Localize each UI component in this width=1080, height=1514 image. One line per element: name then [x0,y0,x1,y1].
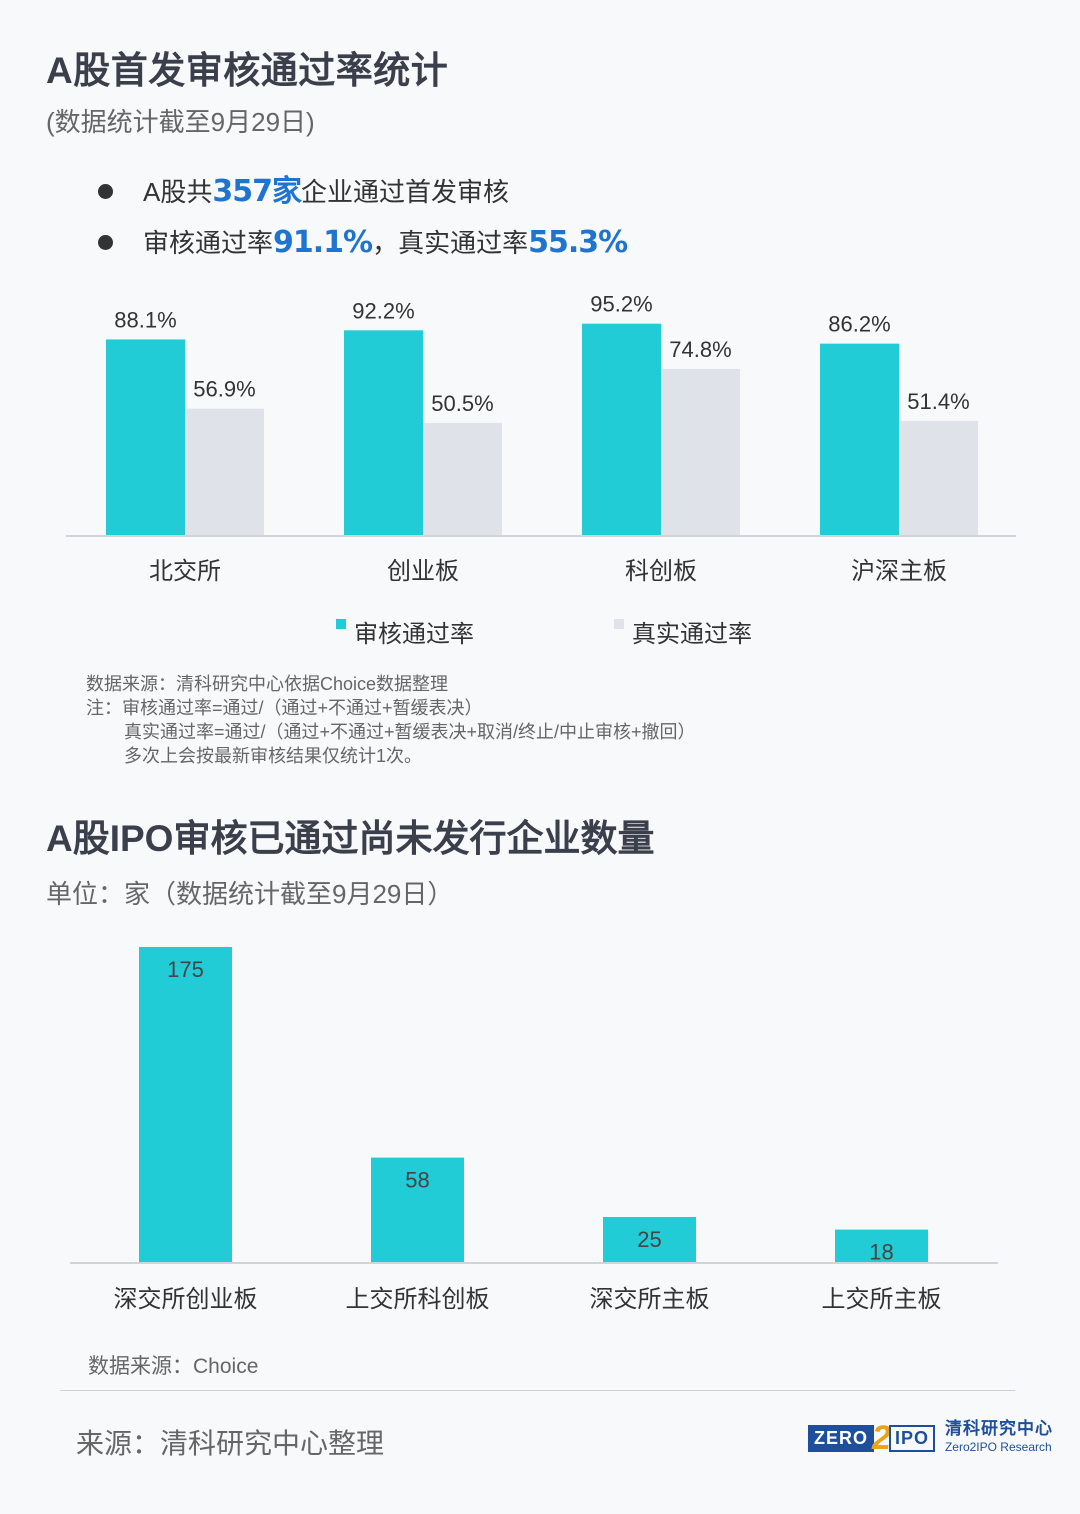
legend-label: 审核通过率 [354,621,474,648]
section1-subtitle: (数据统计截至9月29日) [46,107,315,137]
bullet-dot-icon [98,235,113,250]
bar-value-label: 51.4% [907,389,969,414]
category-tick-label: 科创板 [625,558,697,585]
category-tick-label: 沪深主板 [851,558,947,585]
bar-value-label: 74.8% [669,337,731,362]
note-line: 多次上会按最新审核结果仅统计1次。 [124,746,423,766]
note-line: 数据来源：清科研究中心依据Choice数据整理 [86,674,449,694]
bar-real-rate [899,420,978,535]
footer-source: 来源：清科研究中心整理 [76,1428,385,1459]
category-tick-label: 上交所科创板 [346,1286,490,1313]
logo-text: 清科研究中心 Zero2IPO Research [945,1420,1053,1456]
bullet-pass-rates: 审核通过率 91.1% ，真实通过率 55.3% [98,223,628,260]
logo-mark: ZERO 2 IPO [808,1419,935,1457]
bar-audit-rate [820,343,899,535]
bar-value-label: 175 [167,957,204,982]
bar-value-label: 50.5% [431,391,493,416]
bar-unissued-count [835,1229,928,1262]
bar-value-label: 18 [869,1240,893,1265]
section2-subtitle: 单位：家（数据统计截至9月29日） [46,879,454,909]
bar-value-label: 92.2% [352,298,414,323]
category-tick-label: 上交所主板 [822,1286,942,1313]
zero2ipo-logo: ZERO 2 IPO 清科研究中心 Zero2IPO Research [808,1420,1053,1456]
category-tick-label: 深交所主板 [590,1286,710,1313]
legend-item-real-rate: 真实通过率 [614,614,752,649]
unissued-count-chart: 175 深交所创业板 58 上交所科创板 25 深交所主板 18 上交所主板 [70,947,998,1313]
logo-two: 2 [872,1419,891,1457]
bar-unissued-count [371,1157,464,1262]
bullet1-number: 357家 [212,174,302,209]
bar-audit-rate [106,339,185,535]
bullet2-pre: 审核通过率 [143,228,274,258]
bar-value-label: 58 [405,1168,429,1193]
section2-title: A股IPO审核已通过尚未发行企业数量 [46,818,655,859]
bullet1-pre: A股共 [143,177,213,207]
chart2-source: 数据来源：Choice [88,1355,259,1378]
bar-value-label: 56.9% [193,377,255,402]
note-line: 真实通过率=通过/（通过+不通过+暂缓表决+取消/终止/中止审核+撤回） [124,722,696,742]
section1-title: A股首发审核通过率统计 [46,50,449,91]
legend-item-audit-rate: 审核通过率 [336,614,474,649]
logo-ipo: IPO [888,1424,935,1452]
category-tick-label: 创业板 [387,558,459,585]
category-tick-label: 深交所创业板 [114,1286,258,1313]
legend-swatch-gray [614,618,624,629]
bullet2-number1: 91.1% [273,225,373,260]
note-line: 注：审核通过率=通过/（通过+不通过+暂缓表决） [86,698,483,718]
bullet-dot-icon [98,184,113,199]
bar-value-label: 95.2% [590,292,652,317]
bar-unissued-count [139,947,232,1262]
pass-rate-chart: 88.1% 56.9% 北交所 92.2% 50.5% 创业板 95.2% 74.8% 科创板 8… [66,292,1016,585]
bar-real-rate [661,368,740,535]
bar-audit-rate [344,330,423,535]
bullet1-post: 企业通过首发审核 [300,177,509,207]
chart1-notes: 数据来源：清科研究中心依据Choice数据整理 注：审核通过率=通过/（通过+不… [86,672,696,768]
legend-swatch-teal [336,618,346,629]
logo-en: Zero2IPO Research [944,1440,1052,1454]
bar-value-label: 25 [637,1227,661,1252]
category-tick-label: 北交所 [149,558,221,585]
bullet2-number2: 55.3% [528,225,628,260]
bar-value-label: 88.1% [114,307,176,332]
bar-real-rate [185,408,264,535]
bar-audit-rate [582,323,661,535]
bar-real-rate [423,422,502,535]
bullet-total-passed: A股共 357家 企业通过首发审核 [98,166,509,210]
bar-value-label: 86.2% [828,312,890,337]
footer-divider [60,1390,1015,1391]
logo-cn: 清科研究中心 [944,1419,1053,1438]
legend-label: 真实通过率 [632,621,752,648]
logo-zero: ZERO [808,1424,875,1452]
bullet2-mid: ，真实通过率 [372,228,529,258]
bar-unissued-count [603,1217,696,1262]
